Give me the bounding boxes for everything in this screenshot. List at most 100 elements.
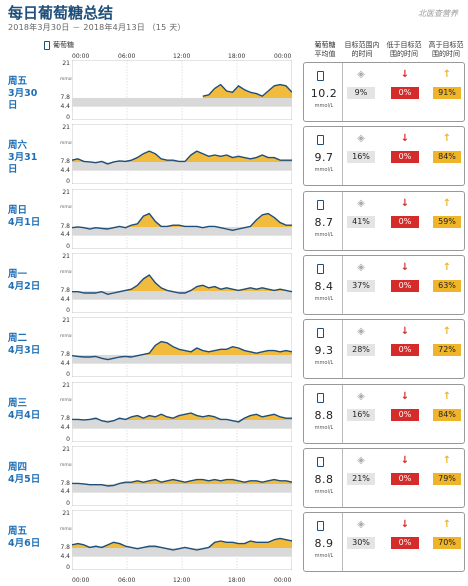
glucose-plot — [72, 510, 292, 571]
day-row: 周三 4月4日 21 7.8 4.4 0 mmol/L 8.8 mmol/L ◈ ↓ ↑ 16% 0% 84… — [0, 381, 468, 446]
target-range-band — [72, 162, 292, 171]
stats-box: 9.3 mmol/L ◈ ↓ ↑ 28% 0% 72% — [303, 319, 465, 380]
date: 4月1日 — [8, 216, 41, 228]
y-tick-label: 21 — [62, 60, 70, 67]
divider — [342, 255, 343, 314]
time-above-range: 70% — [433, 537, 461, 550]
day-label: 周五 3月30日 — [8, 76, 46, 112]
avg-unit: mmol/L — [314, 295, 334, 302]
avg-value: 8.7 — [314, 215, 334, 229]
glucose-line — [72, 150, 292, 165]
day-row: 周二 4月3日 21 7.8 4.4 0 mmol/L 9.3 mmol/L ◈ ↓ ↑ 28% 0% 72… — [0, 317, 468, 381]
divider — [342, 127, 343, 186]
y-tick-label: 4.4 — [60, 359, 70, 367]
y-unit: mmol/L — [60, 141, 77, 147]
target-icon: ◈ — [357, 261, 365, 273]
target-icon: ◈ — [357, 390, 365, 402]
time-below-range: 0% — [391, 408, 419, 421]
arrow-up-icon: ↑ — [442, 69, 452, 80]
x-tick-label: 06:00 — [118, 53, 136, 60]
target-range-band — [72, 419, 292, 429]
x-tick-label: 00:00 — [274, 53, 292, 60]
y-tick-label: 0 — [66, 564, 70, 572]
phone-icon — [317, 392, 324, 403]
avg-value: 9.3 — [314, 344, 334, 358]
col-head-in: 目标范围内 的时间 — [344, 41, 380, 58]
target-icon: ◈ — [357, 519, 365, 531]
y-tick-label: 7.8 — [60, 415, 70, 423]
glucose-line — [202, 83, 292, 97]
day-row: 周五 4月6日 21 7.8 4.4 0 mmol/L 8.9 mmol/L ◈ ↓ ↑ 30% 0% 70… — [0, 510, 468, 574]
glucose-plot — [72, 188, 292, 249]
avg-unit: mmol/L — [314, 103, 334, 109]
glucose-plot — [72, 317, 292, 378]
y-tick-label: 21 — [62, 445, 70, 453]
y-unit: mmol/L — [60, 205, 77, 211]
day-label: 周四 4月5日 — [8, 462, 46, 486]
y-unit: mmol/L — [60, 462, 77, 468]
y-tick-label: 7.8 — [60, 544, 70, 552]
y-tick-label: 4.4 — [60, 488, 70, 496]
glucose-plot — [72, 381, 292, 442]
day-label: 周二 4月3日 — [8, 333, 46, 357]
stats-box: 9.7 mmol/L ◈ ↓ ↑ 16% 0% 84% — [303, 126, 465, 187]
avg-value: 8.9 — [314, 537, 334, 551]
target-range-band — [72, 548, 292, 557]
y-unit: mmol/L — [60, 398, 77, 404]
y-unit: mmol/L — [60, 269, 77, 275]
date: 4月3日 — [8, 345, 41, 357]
date: 4月2日 — [8, 280, 41, 292]
day-label: 周一 4月2日 — [8, 269, 46, 293]
arrow-down-icon: ↓ — [400, 390, 410, 402]
glucose-plot — [72, 124, 292, 185]
glucose-line — [72, 537, 292, 551]
divider — [342, 63, 343, 121]
col-head-high: 高于目标范 围的时间 — [428, 41, 464, 58]
stats-box: 8.9 mmol/L ◈ ↓ ↑ 30% 0% 70% — [303, 512, 465, 573]
phone-icon — [44, 40, 50, 50]
phone-icon — [317, 328, 324, 339]
date: 4月6日 — [8, 538, 41, 550]
divider — [342, 448, 343, 507]
col-head-low: 低于目标范 围的时间 — [386, 41, 422, 58]
y-tick-label: 4.4 — [60, 166, 70, 174]
legend-label: 葡萄糖 — [53, 41, 74, 49]
arrow-down-icon: ↓ — [400, 519, 410, 531]
phone-icon — [317, 263, 324, 274]
phone-icon — [317, 71, 324, 81]
time-above-range: 84% — [433, 408, 461, 421]
day-label: 周日 4月1日 — [8, 205, 46, 229]
avg-value: 8.4 — [314, 279, 334, 293]
time-below-range: 0% — [391, 472, 419, 485]
y-tick-label: 7.8 — [60, 286, 70, 294]
day-row: 周一 4月2日 21 7.8 4.4 0 mmol/L 8.4 mmol/L ◈ ↓ ↑ 37% 0% 63… — [0, 252, 468, 317]
high-area — [72, 151, 292, 163]
weekday: 周五 — [8, 76, 28, 87]
time-in-range: 41% — [347, 215, 375, 228]
time-above-range: 91% — [433, 87, 461, 99]
arrow-down-icon: ↓ — [400, 261, 410, 273]
time-above-range: 72% — [433, 344, 461, 357]
arrow-down-icon: ↓ — [400, 454, 410, 466]
y-tick-label: 7.8 — [60, 222, 70, 230]
avg-unit: mmol/L — [314, 360, 334, 367]
y-tick-label: 0 — [66, 499, 70, 507]
time-in-range: 16% — [347, 408, 375, 421]
date: 3月31日 — [8, 152, 38, 176]
x-tick-label: 00:00 — [72, 53, 90, 60]
time-in-range: 28% — [347, 344, 375, 357]
y-tick-label: 7.8 — [60, 479, 70, 487]
y-tick-label: 21 — [62, 510, 70, 518]
day-label: 周五 4月6日 — [8, 526, 46, 550]
y-tick-label: 4.4 — [60, 102, 70, 110]
target-icon: ◈ — [357, 454, 365, 466]
time-above-range: 63% — [433, 279, 461, 292]
glucose-line — [72, 341, 292, 361]
high-area — [72, 538, 292, 549]
avg-unit: mmol/L — [314, 553, 334, 560]
arrow-up-icon: ↑ — [442, 390, 452, 402]
arrow-down-icon: ↓ — [400, 69, 410, 80]
stats-box: 8.8 mmol/L ◈ ↓ ↑ 21% 0% 79% — [303, 447, 465, 508]
y-tick-label: 0 — [66, 114, 70, 121]
y-unit: mmol/L — [60, 76, 77, 82]
